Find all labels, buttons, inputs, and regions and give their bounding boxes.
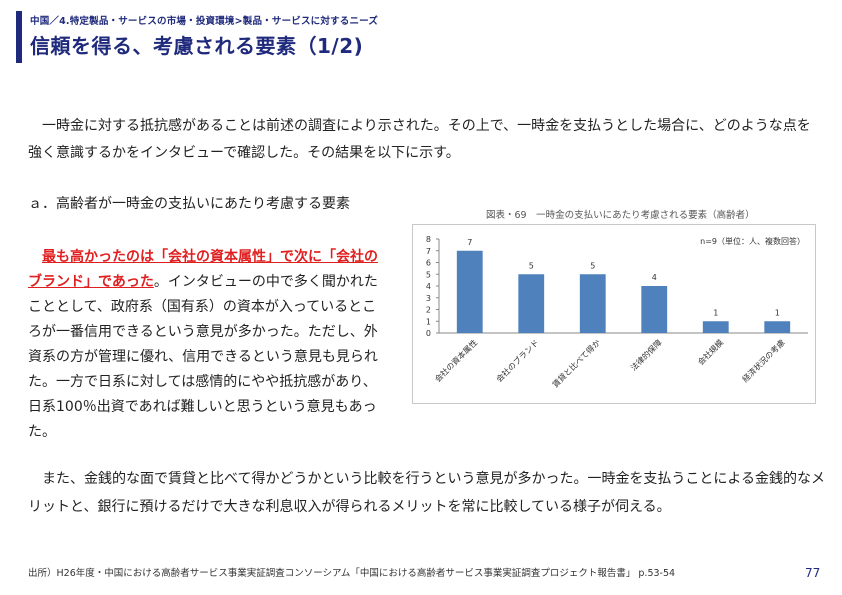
bar-value-label: 7 bbox=[467, 238, 472, 247]
bar-value-label: 4 bbox=[652, 273, 657, 282]
chart-note: n=9（単位：人、複数回答） bbox=[700, 237, 805, 246]
bar-chart: 0 1 2 3 4 5 6 7 8 7 会社の資本属性 5 会社のブランド 5 賃貸と比べて得か 4 法律的保障… bbox=[426, 235, 808, 389]
intro-text: 一時金に対する抵抗感があることは前述の調査により示された。その上で、一時金を支払… bbox=[28, 118, 811, 161]
key-finding: 最も高かったのは「会社の資本属性」で次に「会社のブランド」であった bbox=[28, 249, 378, 290]
bar bbox=[702, 321, 729, 333]
bar-value-label: 1 bbox=[713, 308, 718, 317]
bar bbox=[579, 274, 606, 333]
y-tick-label: 0 bbox=[426, 329, 431, 338]
followup-text: また、金銭的な面で賃貸と比べて得かどうかという比較を行うという意見が多かった。一… bbox=[28, 471, 826, 515]
y-tick-label: 4 bbox=[426, 282, 431, 291]
breadcrumb: 中国／4.特定製品・サービスの市場・投資環境>製品・サービスに対するニーズ bbox=[30, 16, 379, 27]
page-number: 77 bbox=[805, 566, 821, 580]
x-category-label: 経済状況の考慮 bbox=[740, 337, 787, 384]
x-category-label: 会社規模 bbox=[695, 337, 725, 367]
section-heading: ａ．高齢者が一時金の支払いにあたり考慮する要素 bbox=[28, 196, 350, 212]
title-accent-bar bbox=[16, 11, 22, 63]
bar bbox=[518, 274, 545, 333]
bar bbox=[641, 286, 668, 333]
followup-paragraph: また、金銭的な面で賃貸と比べて得かどうかという比較を行うという意見が多かった。一… bbox=[28, 465, 828, 521]
y-tick-label: 2 bbox=[426, 306, 431, 315]
x-category-label: 会社のブランド bbox=[494, 337, 541, 384]
bar-value-label: 1 bbox=[775, 308, 780, 317]
bar bbox=[456, 250, 483, 333]
x-category-label: 賃貸と比べて得か bbox=[550, 337, 602, 389]
page-title: 信頼を得る、考慮される要素（1/2) bbox=[30, 34, 364, 58]
y-tick-label: 5 bbox=[426, 270, 431, 279]
chart-frame: n=9（単位：人、複数回答） 0 1 2 3 4 5 6 7 8 7 会社の資本属性 5 会社のブランド… bbox=[412, 224, 816, 404]
y-tick-label: 3 bbox=[426, 294, 431, 303]
bar bbox=[764, 321, 791, 333]
x-category-label: 会社の資本属性 bbox=[432, 337, 479, 384]
bar-value-label: 5 bbox=[529, 261, 534, 270]
x-category-label: 法律的保障 bbox=[628, 337, 663, 372]
bar-value-label: 5 bbox=[590, 261, 595, 270]
findings-paragraph: 最も高かったのは「会社の資本属性」で次に「会社のブランド」であった。インタビュー… bbox=[28, 245, 388, 445]
source-footnote: 出所）H26年度・中国における高齢者サービス事業実証調査コンソーシアム「中国にお… bbox=[28, 568, 676, 579]
y-tick-label: 1 bbox=[426, 317, 431, 326]
y-tick-label: 7 bbox=[426, 247, 431, 256]
figure-caption: 図表・69 一時金の支払いにあたり考慮される要素（高齢者） bbox=[486, 210, 755, 221]
y-tick-label: 6 bbox=[426, 259, 431, 268]
findings-text: 。インタビューの中で多く聞かれたこととして、政府系（国有系）の資本が入っていると… bbox=[28, 274, 378, 440]
figure: 図表・69 一時金の支払いにあたり考慮される要素（高齢者） n=9（単位：人、複… bbox=[412, 200, 816, 404]
y-tick-label: 8 bbox=[426, 235, 431, 244]
intro-paragraph: 一時金に対する抵抗感があることは前述の調査により示された。その上で、一時金を支払… bbox=[28, 113, 818, 167]
